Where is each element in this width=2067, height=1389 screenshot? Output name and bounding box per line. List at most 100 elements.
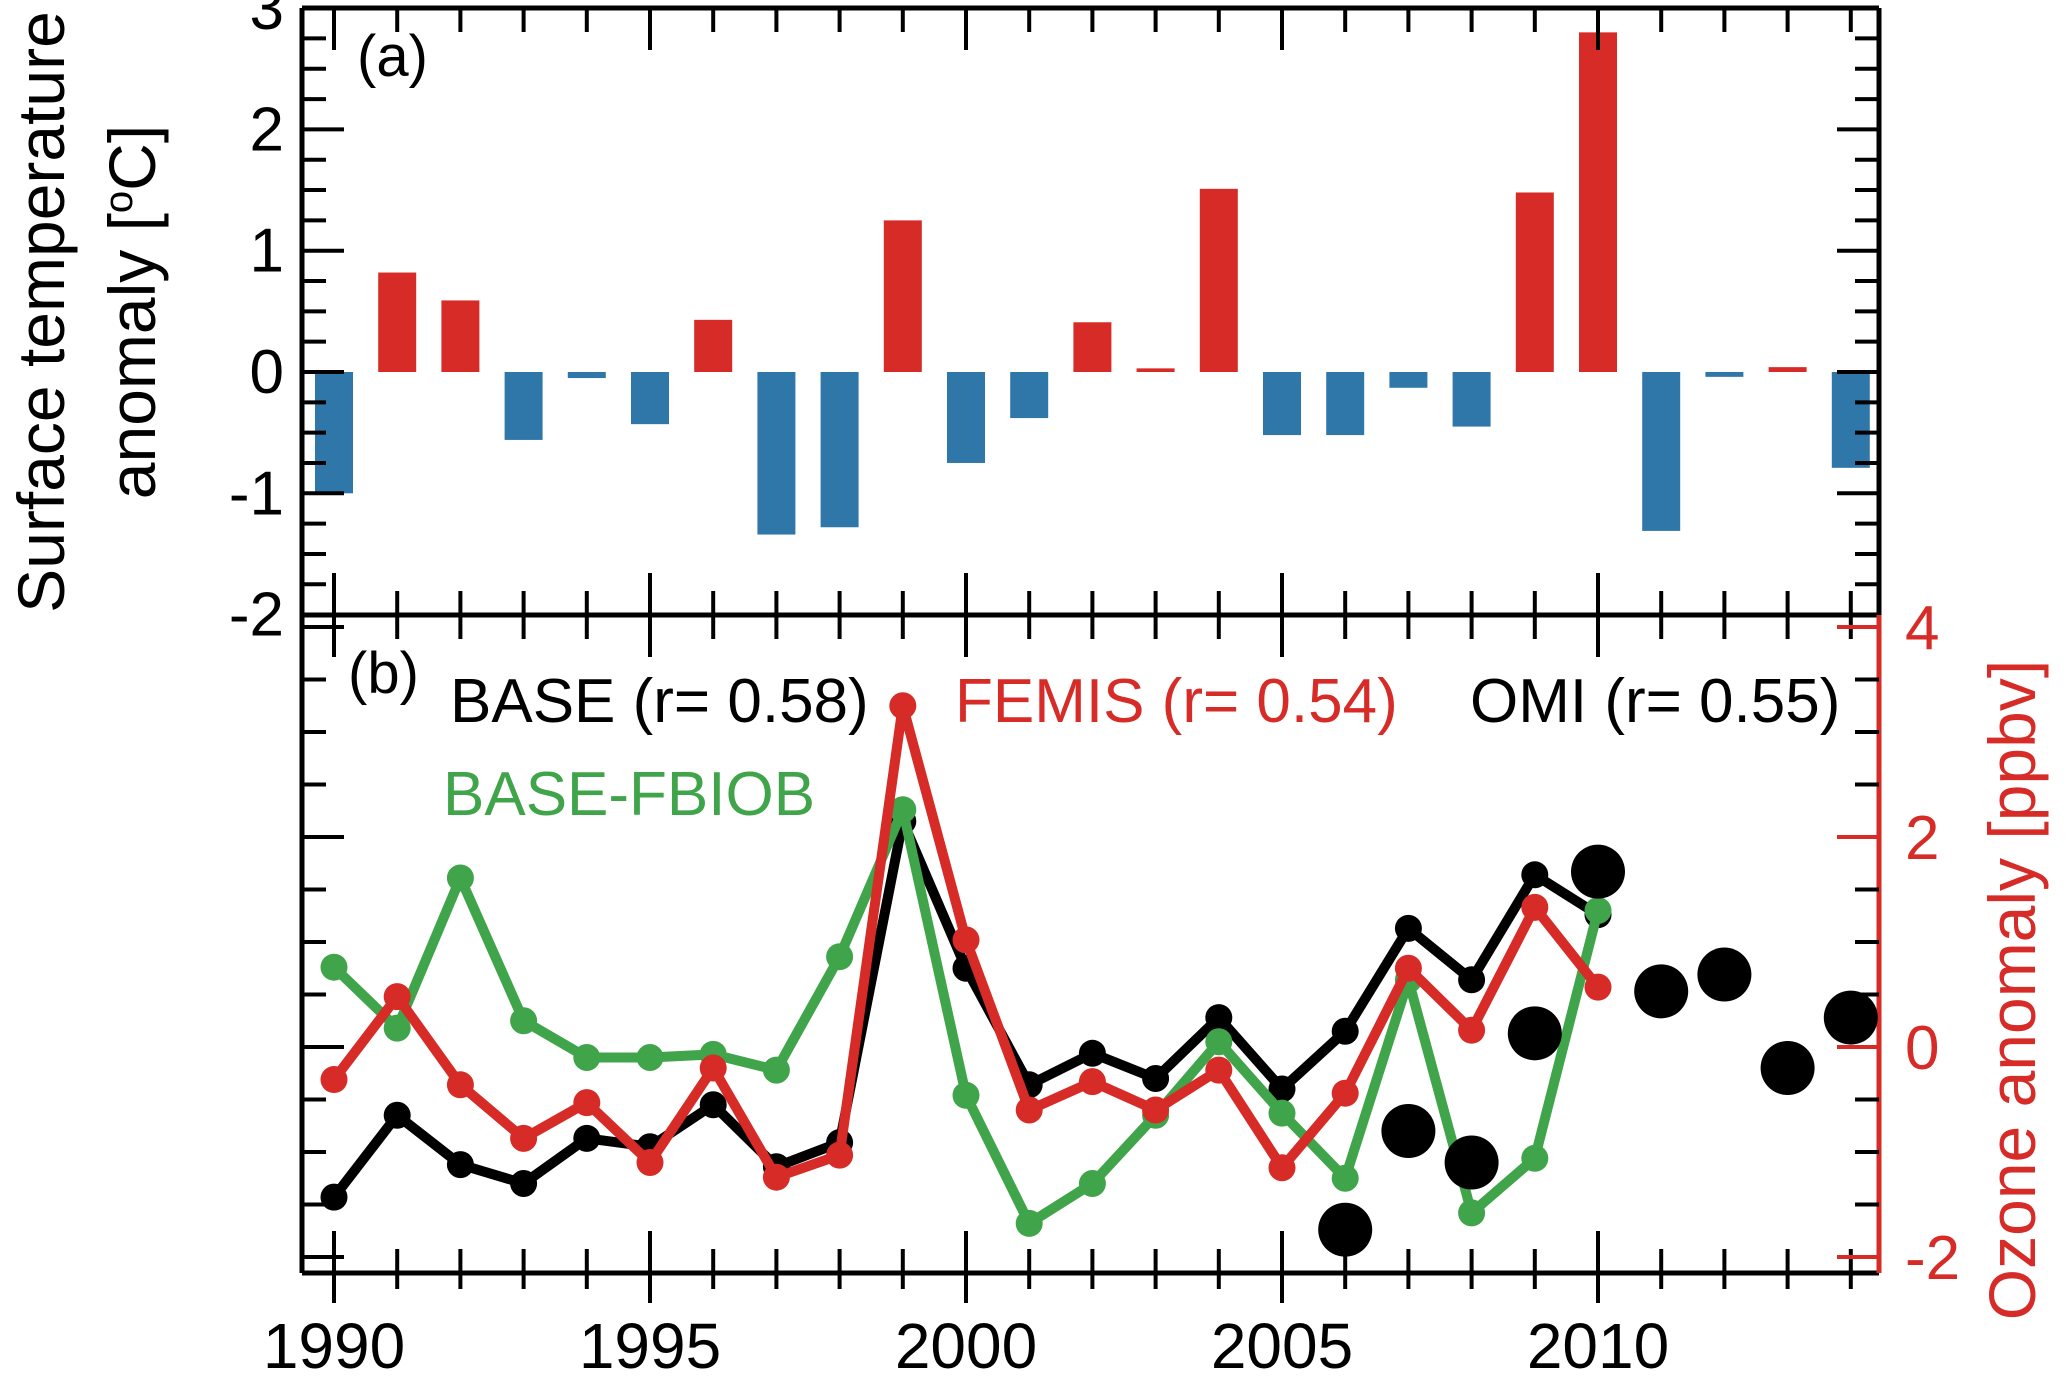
point-base-fbiob-1991 [383, 1014, 411, 1042]
panel-b-ytick-label--2: -2 [1905, 1224, 1960, 1293]
xtick-label-2005: 2005 [1211, 1310, 1353, 1382]
omi-dot-2011 [1634, 964, 1689, 1019]
point-femis-1991 [383, 983, 411, 1011]
point-femis-2007 [1394, 954, 1422, 982]
panel-b-ytick-label-2: 2 [1905, 804, 1939, 873]
bar-2005-negative [1263, 372, 1301, 436]
point-femis-2003 [1142, 1096, 1170, 1124]
point-femis-2004 [1205, 1056, 1233, 1084]
point-base-2006 [1331, 1017, 1359, 1045]
panel-b-tag: (b) [348, 641, 419, 706]
bar-1994-negative [567, 372, 606, 379]
omi-dot-2007 [1381, 1104, 1436, 1158]
omi-dot-2008 [1444, 1135, 1499, 1190]
point-femis-2001 [1015, 1096, 1043, 1124]
point-base-fbiob-1999 [889, 796, 917, 824]
panel-a-ytick-label-0: 0 [250, 338, 284, 407]
panel-a-y-axis-title-line2: anomaly [oC] [95, 124, 169, 500]
point-base-fbiob-1993 [510, 1007, 538, 1035]
point-base-2009 [1521, 861, 1549, 889]
panel-a-tag: (a) [357, 24, 428, 89]
point-base-fbiob-2005 [1268, 1099, 1296, 1127]
point-base-2004 [1205, 1004, 1233, 1032]
panel-a-ytick-label--1: -1 [229, 459, 284, 528]
legend-base-fbiob: BASE-FBIOB [443, 760, 815, 829]
omi-dot-2009 [1507, 1006, 1562, 1061]
point-femis-2009 [1521, 893, 1549, 921]
xtick-label-1995: 1995 [579, 1310, 721, 1382]
point-femis-1992 [446, 1071, 474, 1099]
point-base-fbiob-2004 [1205, 1028, 1233, 1056]
omi-dot-2012 [1697, 947, 1752, 1002]
bar-1997-negative [757, 372, 796, 535]
legend-base: BASE (r= 0.58) [450, 667, 869, 736]
bar-1995-negative [631, 372, 669, 425]
bar-2001-negative [1010, 372, 1049, 419]
panel-a-ytick-label-2: 2 [250, 95, 284, 164]
point-base-1992 [446, 1151, 474, 1179]
point-base-2005 [1268, 1075, 1296, 1103]
point-base-fbiob-2002 [1078, 1170, 1106, 1197]
point-femis-1990 [320, 1066, 348, 1094]
bar-2009-positive [1515, 192, 1554, 372]
point-base-fbiob-2008 [1458, 1199, 1486, 1227]
panel-b-ytick-label-0: 0 [1905, 1014, 1939, 1083]
bar-2003-positive [1136, 368, 1175, 372]
point-base-1990 [320, 1183, 348, 1211]
xtick-label-1990: 1990 [263, 1310, 405, 1382]
point-femis-1999 [889, 692, 917, 720]
point-base-2002 [1078, 1039, 1106, 1067]
bar-1996-positive [694, 319, 733, 372]
omi-dot-2014 [1823, 990, 1878, 1045]
omi-dot-2010 [1571, 844, 1625, 899]
point-femis-2005 [1268, 1154, 1296, 1182]
panel-a-ytick-label-1: 1 [250, 217, 284, 286]
panel-b-ytick-label-4: 4 [1905, 594, 1939, 663]
point-base-fbiob-2001 [1015, 1209, 1043, 1237]
panel-a-y-axis-title-line1: Surface temperature [4, 11, 78, 613]
point-femis-1993 [510, 1124, 538, 1152]
bar-1999-positive [883, 220, 922, 372]
point-base-1991 [383, 1101, 411, 1129]
point-base-2007 [1394, 914, 1422, 942]
panel-a-ytick-label-3: 3 [250, 0, 284, 43]
point-femis-2000 [952, 926, 980, 954]
point-base-fbiob-2006 [1331, 1164, 1359, 1192]
bar-2007-negative [1389, 372, 1428, 388]
point-base-fbiob-1990 [320, 953, 348, 981]
bar-1992-positive [441, 300, 480, 372]
point-femis-2006 [1331, 1079, 1359, 1107]
point-femis-2010 [1584, 973, 1612, 1001]
bar-2011-negative [1642, 372, 1681, 531]
bar-2008-negative [1452, 372, 1491, 427]
legend-femis: FEMIS (r= 0.54) [955, 667, 1398, 736]
point-base-2008 [1458, 966, 1486, 994]
bar-1998-negative [820, 372, 859, 528]
bar-2006-negative [1326, 372, 1365, 436]
xtick-label-2000: 2000 [895, 1310, 1037, 1382]
omi-dot-2006 [1318, 1202, 1373, 1257]
point-base-fbiob-1997 [762, 1056, 790, 1084]
bar-2002-positive [1073, 322, 1112, 372]
point-base-fbiob-1992 [446, 864, 474, 892]
point-femis-1994 [573, 1089, 601, 1117]
point-femis-2008 [1458, 1016, 1486, 1044]
panel-a-y-axis-title: Surface temperature anomaly [oC] [2, 0, 169, 712]
omi-dot-2013 [1760, 1041, 1815, 1095]
legend-omi: OMI (r= 0.55) [1470, 667, 1840, 736]
bar-2000-negative [947, 372, 985, 463]
point-femis-1996 [699, 1054, 727, 1082]
point-base-1996 [699, 1091, 727, 1119]
point-base-fbiob-1995 [636, 1044, 664, 1071]
point-base-fbiob-2010 [1584, 897, 1612, 924]
point-base-fbiob-2009 [1521, 1144, 1549, 1172]
point-base-fbiob-1994 [573, 1044, 601, 1071]
point-femis-1998 [826, 1141, 854, 1169]
point-femis-1995 [636, 1149, 664, 1176]
point-femis-1997 [762, 1163, 790, 1191]
point-base-2003 [1142, 1065, 1170, 1092]
bar-2013-positive [1768, 367, 1807, 372]
